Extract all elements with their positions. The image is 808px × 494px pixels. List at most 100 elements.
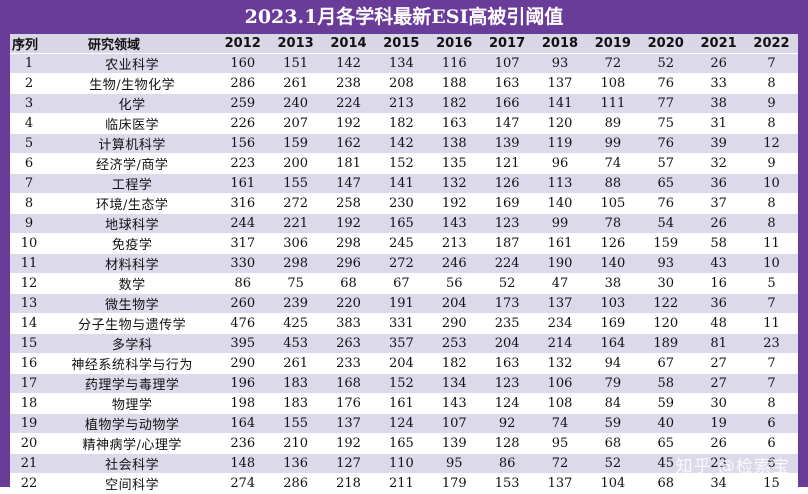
- row-field-name: 工程学: [48, 173, 217, 194]
- threshold-cell: 9: [745, 93, 798, 114]
- row-field-name: 农业科学: [48, 53, 217, 74]
- threshold-cell: 148: [216, 453, 270, 474]
- threshold-cell: 192: [427, 193, 481, 214]
- threshold-cell: 127: [322, 453, 375, 474]
- threshold-cell: 213: [374, 93, 428, 114]
- threshold-cell: 121: [480, 153, 534, 174]
- threshold-cell: 8: [745, 193, 798, 214]
- threshold-cell: 74: [533, 413, 587, 434]
- threshold-cell: 108: [586, 73, 640, 94]
- threshold-cell: 37: [692, 193, 746, 214]
- row-field-name: 化学: [48, 93, 217, 114]
- threshold-cell: 32: [692, 153, 746, 174]
- threshold-cell: 453: [269, 333, 323, 354]
- threshold-cell: 6: [745, 453, 798, 474]
- header-row: 序列 研究领域 2012 2013 2014 2015 2016 2017 2018 2019…: [10, 34, 798, 54]
- threshold-cell: 27: [692, 353, 746, 374]
- threshold-cell: 143: [427, 213, 481, 234]
- threshold-cell: 52: [480, 273, 534, 294]
- row-index: 22: [10, 473, 49, 494]
- threshold-cell: 189: [639, 333, 693, 354]
- threshold-cell: 56: [427, 273, 481, 294]
- threshold-cell: 23: [745, 333, 798, 354]
- threshold-cell: 132: [533, 353, 587, 374]
- threshold-cell: 107: [480, 53, 534, 74]
- threshold-cell: 9: [745, 153, 798, 174]
- threshold-cell: 244: [216, 213, 270, 234]
- table-row: 6 经济学/商学 223 200 181 152 135 121 96 74 57 32 9: [10, 153, 798, 174]
- threshold-cell: 137: [533, 73, 587, 94]
- row-index: 5: [10, 133, 49, 154]
- threshold-cell: 11: [745, 313, 798, 334]
- threshold-cell: 425: [269, 313, 323, 334]
- threshold-cell: 86: [216, 273, 270, 294]
- threshold-cell: 258: [322, 193, 375, 214]
- table-row: 12 数学 86 75 68 67 56 52 47 38 30 16 5: [10, 273, 798, 294]
- row-field-name: 物理学: [48, 393, 217, 414]
- threshold-cell: 163: [427, 113, 481, 134]
- threshold-cell: 123: [480, 373, 534, 394]
- column-header-index: 序列: [10, 34, 49, 54]
- threshold-cell: 6: [745, 433, 798, 454]
- row-field-name: 空间科学: [48, 473, 217, 494]
- threshold-cell: 274: [216, 473, 270, 494]
- threshold-cell: 124: [480, 393, 534, 414]
- table-row: 17 药理学与毒理学 196 183 168 152 134 123 106 79 58 27 7: [10, 373, 798, 394]
- threshold-cell: 7: [745, 353, 798, 374]
- threshold-cell: 166: [480, 93, 534, 114]
- threshold-cell: 140: [533, 193, 587, 214]
- threshold-cell: 161: [533, 233, 587, 254]
- column-header-year: 2019: [586, 34, 640, 54]
- column-header-year: 2012: [216, 34, 270, 54]
- row-index: 1: [10, 53, 49, 74]
- threshold-cell: 59: [586, 413, 640, 434]
- threshold-cell: 476: [216, 313, 270, 334]
- column-header-year: 2020: [639, 34, 693, 54]
- watermark: 知乎 @检索宝: [675, 457, 790, 477]
- threshold-cell: 113: [533, 173, 587, 194]
- threshold-cell: 211: [374, 473, 428, 494]
- threshold-cell: 134: [427, 373, 481, 394]
- threshold-cell: 38: [692, 93, 746, 114]
- row-index: 21: [10, 453, 49, 474]
- threshold-cell: 181: [322, 153, 375, 174]
- threshold-cell: 36: [692, 293, 746, 314]
- threshold-cell: 147: [322, 173, 375, 194]
- threshold-cell: 169: [586, 313, 640, 334]
- threshold-cell: 261: [269, 73, 323, 94]
- threshold-cell: 126: [480, 173, 534, 194]
- threshold-cell: 23: [692, 453, 746, 474]
- threshold-cell: 122: [639, 293, 693, 314]
- row-index: 7: [10, 173, 49, 194]
- threshold-cell: 88: [586, 173, 640, 194]
- row-index: 4: [10, 113, 49, 134]
- threshold-cell: 223: [216, 153, 270, 174]
- threshold-cell: 45: [639, 453, 693, 474]
- threshold-cell: 147: [480, 113, 534, 134]
- row-field-name: 精神病学/心理学: [48, 433, 217, 454]
- threshold-cell: 142: [374, 133, 428, 154]
- threshold-cell: 10: [745, 253, 798, 274]
- threshold-cell: 65: [639, 433, 693, 454]
- threshold-cell: 259: [216, 93, 270, 114]
- row-index: 17: [10, 373, 49, 394]
- threshold-cell: 182: [427, 93, 481, 114]
- threshold-cell: 190: [533, 253, 587, 274]
- threshold-cell: 79: [586, 373, 640, 394]
- threshold-cell: 138: [427, 133, 481, 154]
- threshold-cell: 317: [216, 233, 270, 254]
- table-row: 7 工程学 161 155 147 141 132 126 113 88 65 36 10: [10, 173, 798, 194]
- threshold-cell: 16: [692, 273, 746, 294]
- threshold-cell: 99: [586, 133, 640, 154]
- threshold-cell: 106: [533, 373, 587, 394]
- threshold-cell: 139: [427, 433, 481, 454]
- threshold-cell: 357: [374, 333, 428, 354]
- threshold-cell: 220: [322, 293, 375, 314]
- threshold-cell: 198: [216, 393, 270, 414]
- threshold-cell: 213: [427, 233, 481, 254]
- threshold-cell: 136: [269, 453, 323, 474]
- threshold-cell: 76: [639, 73, 693, 94]
- threshold-cell: 99: [533, 213, 587, 234]
- row-index: 8: [10, 193, 49, 214]
